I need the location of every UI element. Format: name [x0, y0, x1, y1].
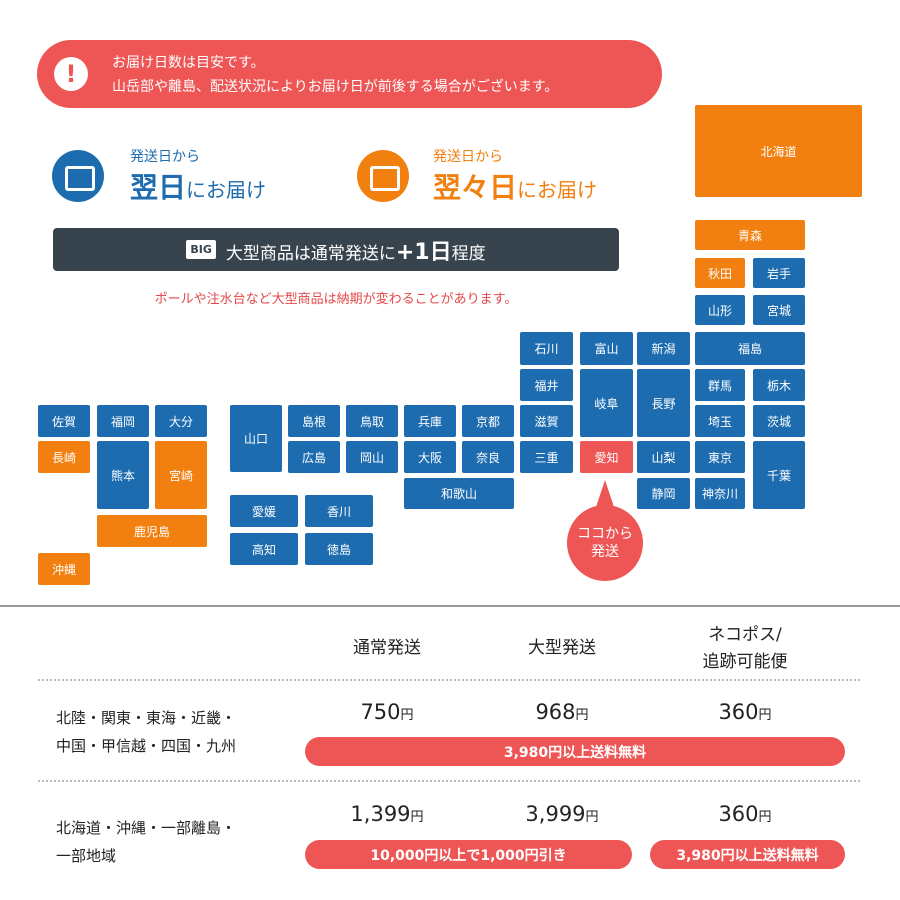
row2-label: 北海道・沖縄・一部離島・ 一部地域 [56, 819, 237, 865]
large-item-text: 大型商品は通常発送に [225, 243, 396, 264]
header-large: 大型発送 [528, 638, 596, 658]
prefecture-cell: 愛媛 [230, 495, 298, 527]
divider [0, 605, 900, 607]
prefecture-cell: 長崎 [38, 441, 90, 473]
origin-bubble: ココから 発送 [567, 505, 643, 581]
prefecture-cell: 千葉 [753, 441, 805, 509]
prefecture-cell: 徳島 [305, 533, 373, 565]
prefecture-cell: 岡山 [346, 441, 398, 473]
prefecture-cell: 群馬 [695, 369, 745, 401]
legend-main: 翌日 [130, 171, 187, 204]
legend-main: 翌々日 [433, 171, 518, 204]
prefecture-cell: 佐賀 [38, 405, 90, 437]
discount-banner: 10,000円以上で1,000円引き [305, 840, 632, 869]
prefecture-cell: 石川 [520, 332, 573, 365]
row-divider [38, 780, 860, 782]
large-item-note: ポールや注水台など大型商品は納期が変わることがあります。 [154, 292, 518, 307]
prefecture-cell: 茨城 [753, 405, 805, 437]
plus-one-day: +1日 [395, 239, 452, 265]
prefecture-cell: 福井 [520, 369, 573, 401]
legend-sub: 発送日から [433, 149, 503, 165]
prefecture-cell: 愛知 [580, 441, 633, 473]
prefecture-cell: 東京 [695, 441, 745, 473]
prefecture-cell: 鳥取 [346, 405, 398, 437]
notice-line-2: 山岳部や離島、配送状況によりお届け日が前後する場合がございます。 [112, 79, 559, 95]
legend-two-day: 発送日から 翌々日にお届け [357, 146, 597, 206]
row1-price-nekopos: 360円 [718, 700, 772, 724]
box-icon [52, 150, 104, 202]
prefecture-cell: 秋田 [695, 258, 745, 288]
row1-price-standard: 750円 [360, 700, 414, 724]
prefecture-cell: 埼玉 [695, 405, 745, 437]
prefecture-cell: 高知 [230, 533, 298, 565]
prefecture-cell: 香川 [305, 495, 373, 527]
prefecture-cell: 青森 [695, 220, 805, 250]
prefecture-cell: 宮崎 [155, 441, 207, 509]
prefecture-cell: 京都 [462, 405, 514, 437]
prefecture-cell: 富山 [580, 332, 633, 365]
prefecture-cell: 栃木 [753, 369, 805, 401]
prefecture-cell: 新潟 [637, 332, 690, 365]
prefecture-cell: 兵庫 [404, 405, 456, 437]
delivery-notice-banner: ! お届け日数は目安です。 山岳部や離島、配送状況によりお届け日が前後する場合が… [37, 40, 662, 108]
row2-price-nekopos: 360円 [718, 802, 772, 826]
free-shipping-banner-nekopos: 3,980円以上送料無料 [650, 840, 845, 869]
prefecture-cell: 奈良 [462, 441, 514, 473]
legend-suffix: にお届け [517, 178, 598, 202]
prefecture-cell: 三重 [520, 441, 573, 473]
large-item-tail: 程度 [451, 243, 486, 264]
prefecture-cell: 大阪 [404, 441, 456, 473]
header-nekopos-2: 追跡可能便 [702, 652, 788, 672]
origin-label-1: ココから [577, 525, 633, 542]
prefecture-cell: 広島 [288, 441, 340, 473]
free-shipping-banner: 3,980円以上送料無料 [305, 737, 845, 766]
prefecture-cell: 沖縄 [38, 553, 90, 585]
row-divider [38, 679, 860, 681]
prefecture-cell: 福島 [695, 332, 805, 365]
header-standard: 通常発送 [353, 638, 421, 658]
prefecture-cell: 福岡 [97, 405, 149, 437]
prefecture-cell: 宮城 [753, 295, 805, 325]
prefecture-cell: 滋賀 [520, 405, 573, 437]
legend-suffix: にお届け [186, 178, 267, 202]
bubble-pointer [595, 480, 615, 510]
prefecture-cell: 山形 [695, 295, 745, 325]
row1-price-large: 968円 [535, 700, 589, 724]
legend-next-day: 発送日から 翌日にお届け [52, 146, 266, 206]
prefecture-cell: 大分 [155, 405, 207, 437]
origin-label-2: 発送 [591, 544, 619, 560]
prefecture-cell: 長野 [637, 369, 690, 437]
header-nekopos-1: ネコポス/ [708, 625, 782, 645]
prefecture-cell: 北海道 [695, 105, 862, 197]
box-icon [357, 150, 409, 202]
prefecture-cell: 島根 [288, 405, 340, 437]
exclamation-icon: ! [54, 57, 88, 91]
prefecture-cell: 鹿児島 [97, 515, 207, 547]
prefecture-cell: 岩手 [753, 258, 805, 288]
prefecture-cell: 熊本 [97, 441, 149, 509]
row1-label: 北陸・関東・東海・近畿・ 中国・甲信越・四国・九州 [56, 709, 237, 755]
prefecture-cell: 山口 [230, 405, 282, 472]
big-box-icon: BIG [186, 240, 216, 259]
legend-sub: 発送日から [130, 149, 200, 165]
row2-price-standard: 1,399円 [350, 802, 424, 826]
row2-price-large: 3,999円 [525, 802, 599, 826]
prefecture-cell: 静岡 [637, 478, 690, 509]
prefecture-cell: 和歌山 [404, 478, 514, 509]
prefecture-cell: 岐阜 [580, 369, 633, 437]
prefecture-cell: 山梨 [637, 441, 690, 473]
large-item-bar: BIG 大型商品は通常発送に+1日程度 [53, 228, 619, 271]
prefecture-cell: 神奈川 [695, 478, 745, 509]
notice-line-1: お届け日数は目安です。 [112, 55, 265, 71]
